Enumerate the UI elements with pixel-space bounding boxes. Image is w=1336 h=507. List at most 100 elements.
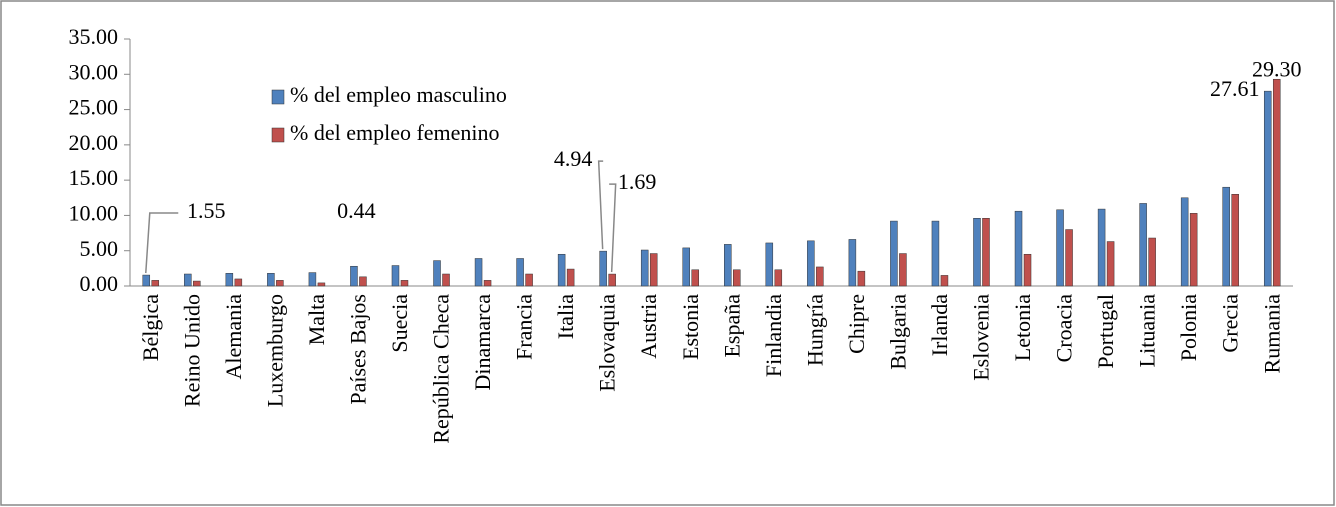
x-tick-label: Lituania	[1135, 294, 1160, 368]
bar	[682, 247, 690, 287]
y-tick-label: 10.00	[69, 200, 119, 225]
bar	[857, 270, 866, 287]
bar	[483, 280, 492, 287]
bar	[525, 273, 533, 287]
y-tick-label: 35.00	[69, 24, 119, 49]
bar	[816, 266, 824, 287]
bar	[848, 239, 857, 287]
bar	[1139, 203, 1147, 287]
bar	[807, 240, 815, 287]
x-tick-label: Suecia	[387, 294, 412, 353]
x-tick-label: Rumania	[1259, 294, 1284, 374]
x-tick-label: Estonia	[678, 294, 703, 360]
x-tick-label: Malta	[304, 294, 329, 346]
bar	[474, 258, 483, 287]
leader-line	[597, 160, 604, 250]
bar	[225, 273, 234, 287]
data-label: 1.55	[187, 198, 226, 223]
x-tick-label: Grecia	[1218, 294, 1243, 353]
x-tick-label: Francia	[512, 294, 537, 360]
bar	[516, 258, 524, 287]
y-tick-label: 25.00	[69, 95, 119, 120]
bar	[184, 273, 192, 287]
bar	[1065, 229, 1073, 287]
x-tick-label: Letonia	[1010, 294, 1035, 361]
bar	[442, 273, 450, 287]
x-tick-label: Luxemburgo	[262, 294, 287, 407]
bar	[765, 242, 774, 287]
x-tick-label: Eslovenia	[969, 294, 994, 381]
bar	[982, 218, 990, 287]
bar	[1106, 241, 1115, 287]
leader-line	[145, 212, 179, 274]
bar	[1148, 237, 1156, 287]
bar	[1014, 210, 1023, 287]
bar	[433, 260, 441, 287]
x-tick-label: España	[719, 294, 744, 358]
bar	[557, 253, 566, 287]
bar	[1180, 197, 1189, 287]
bar	[1023, 253, 1032, 287]
x-tick-label: Bulgaria	[885, 294, 910, 370]
bar	[1097, 208, 1106, 287]
x-tick-label: Croacia	[1052, 294, 1077, 363]
bar	[566, 268, 575, 287]
bar	[691, 269, 699, 287]
x-tick-label: República Checa	[429, 294, 454, 444]
x-tick-label: Reino Unido	[179, 294, 204, 407]
bar	[142, 274, 151, 287]
bar	[774, 269, 783, 287]
bar	[733, 269, 741, 287]
data-label: 27.61	[1210, 76, 1260, 101]
data-label: 1.69	[618, 169, 657, 194]
x-tick-label: Dinamarca	[470, 294, 495, 391]
bar	[267, 273, 275, 287]
bar	[359, 276, 367, 287]
x-tick-label: Irlanda	[927, 294, 952, 357]
x-tick-label: Polonia	[1176, 294, 1201, 361]
y-tick-label: 30.00	[69, 59, 119, 84]
bar	[940, 275, 949, 287]
bar	[931, 220, 940, 287]
bar	[890, 220, 898, 287]
data-label: 29.30	[1252, 56, 1302, 81]
x-tick-label: Austria	[636, 294, 661, 359]
bar	[1056, 209, 1064, 287]
legend-swatch	[271, 89, 285, 105]
x-tick-label: Bélgica	[138, 294, 163, 361]
bar	[1189, 213, 1198, 287]
bar	[1272, 78, 1281, 287]
x-tick-label: Finlandia	[761, 294, 786, 377]
bar	[317, 282, 326, 287]
x-tick-label: Italia	[553, 294, 578, 339]
bar	[308, 272, 317, 287]
x-tick-label: Alemania	[221, 294, 246, 380]
bar	[1231, 194, 1239, 287]
bar	[400, 280, 409, 287]
bar	[1222, 186, 1230, 287]
bar	[1263, 90, 1272, 287]
bar	[640, 249, 649, 287]
x-tick-label: Portugal	[1093, 294, 1118, 369]
legend-label: % del empleo femenino	[290, 120, 500, 145]
bar	[649, 253, 658, 287]
bar	[276, 280, 284, 287]
bar	[193, 280, 201, 287]
x-tick-label: Países Bajos	[345, 294, 370, 405]
data-label: 0.44	[337, 198, 376, 223]
bar	[973, 218, 981, 287]
leader-line	[609, 183, 617, 273]
bar	[391, 265, 400, 287]
data-label: 4.94	[554, 146, 593, 171]
bar	[724, 244, 732, 287]
x-tick-label: Eslovaquia	[595, 294, 620, 392]
bar	[899, 253, 907, 287]
bar	[608, 273, 616, 287]
x-tick-label: Hungría	[802, 294, 827, 366]
bar	[151, 280, 160, 287]
bar	[234, 278, 243, 287]
bar	[350, 265, 358, 287]
y-tick-label: 15.00	[69, 165, 119, 190]
